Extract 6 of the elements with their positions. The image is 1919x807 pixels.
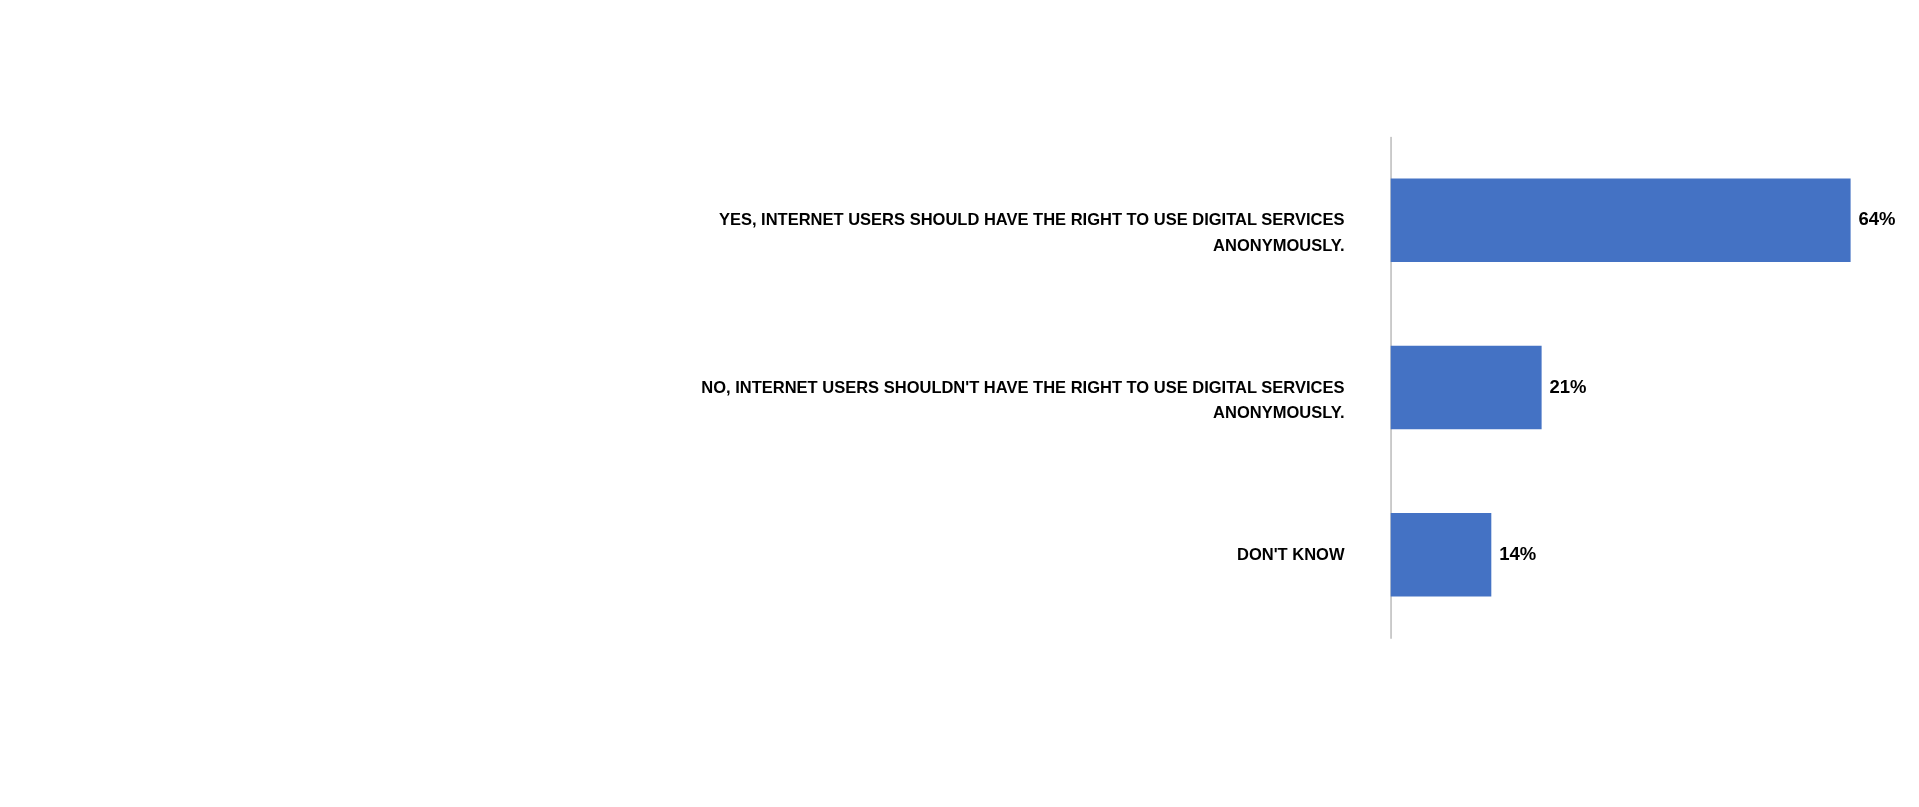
y-tick-label: YES, INTERNET USERS SHOULD HAVE THE RIGHT TO USE DIGITAL SERVICES ANONYMOUSLY. [718,210,1345,254]
y-tick-label: DON'T KNOW [1236,545,1345,564]
data-label: 14% [1499,543,1537,565]
data-label: 21% [1549,375,1587,397]
y-tick-label: NO, INTERNET USERS SHOULDN'T HAVE THE RIGHT TO USE DIGITAL SERVICES ANONYMOUSLY. [701,377,1345,421]
data-label: 64% [1858,208,1896,230]
